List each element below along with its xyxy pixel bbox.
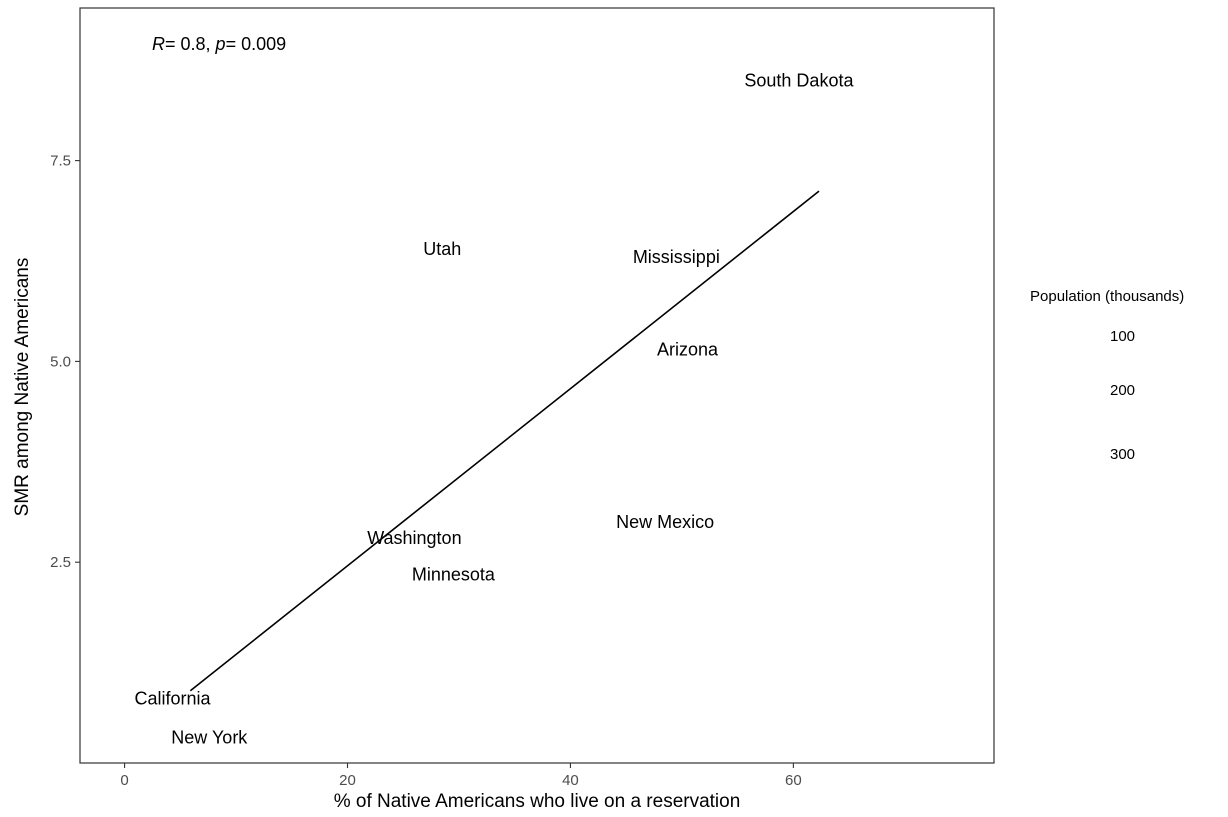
state-label-utah: Utah [423,239,461,259]
state-label-washington: Washington [367,528,461,548]
legend-label-200: 200 [1110,382,1135,399]
x-axis: 0 20 40 60 [120,763,802,789]
legend-title: Population (thousands) [1030,288,1184,305]
state-label-california: California [134,689,211,709]
state-label-new-mexico: New Mexico [616,512,714,532]
correlation-annotation: R= 0.8, p= 0.009 [152,34,286,54]
legend-label-100: 100 [1110,328,1135,345]
state-labels: South Dakota Utah Mississippi Arizona New Me… [134,70,854,747]
state-label-south-dakota: South Dakota [744,70,854,90]
y-tick-label: 7.5 [50,153,71,170]
x-tick-label: 40 [562,772,579,789]
x-tick-label: 20 [339,772,356,789]
y-tick-label: 5.0 [50,353,71,370]
y-axis-title: SMR among Native Americans [12,258,33,517]
state-label-minnesota: Minnesota [412,564,496,584]
x-axis-title: % of Native Americans who live on a rese… [334,791,741,812]
x-tick-label: 60 [785,772,802,789]
legend: Population (thousands) 100 200 300 [1030,288,1184,463]
state-label-mississippi: Mississippi [633,247,720,267]
state-label-arizona: Arizona [657,339,719,359]
regression-line [189,190,820,692]
y-axis: 2.5 5.0 7.5 [50,153,80,571]
legend-label-300: 300 [1110,446,1135,463]
plot-panel [79,7,995,764]
y-tick-label: 2.5 [50,554,71,571]
state-label-new-york: New York [171,727,248,747]
x-tick-label: 0 [120,772,128,789]
